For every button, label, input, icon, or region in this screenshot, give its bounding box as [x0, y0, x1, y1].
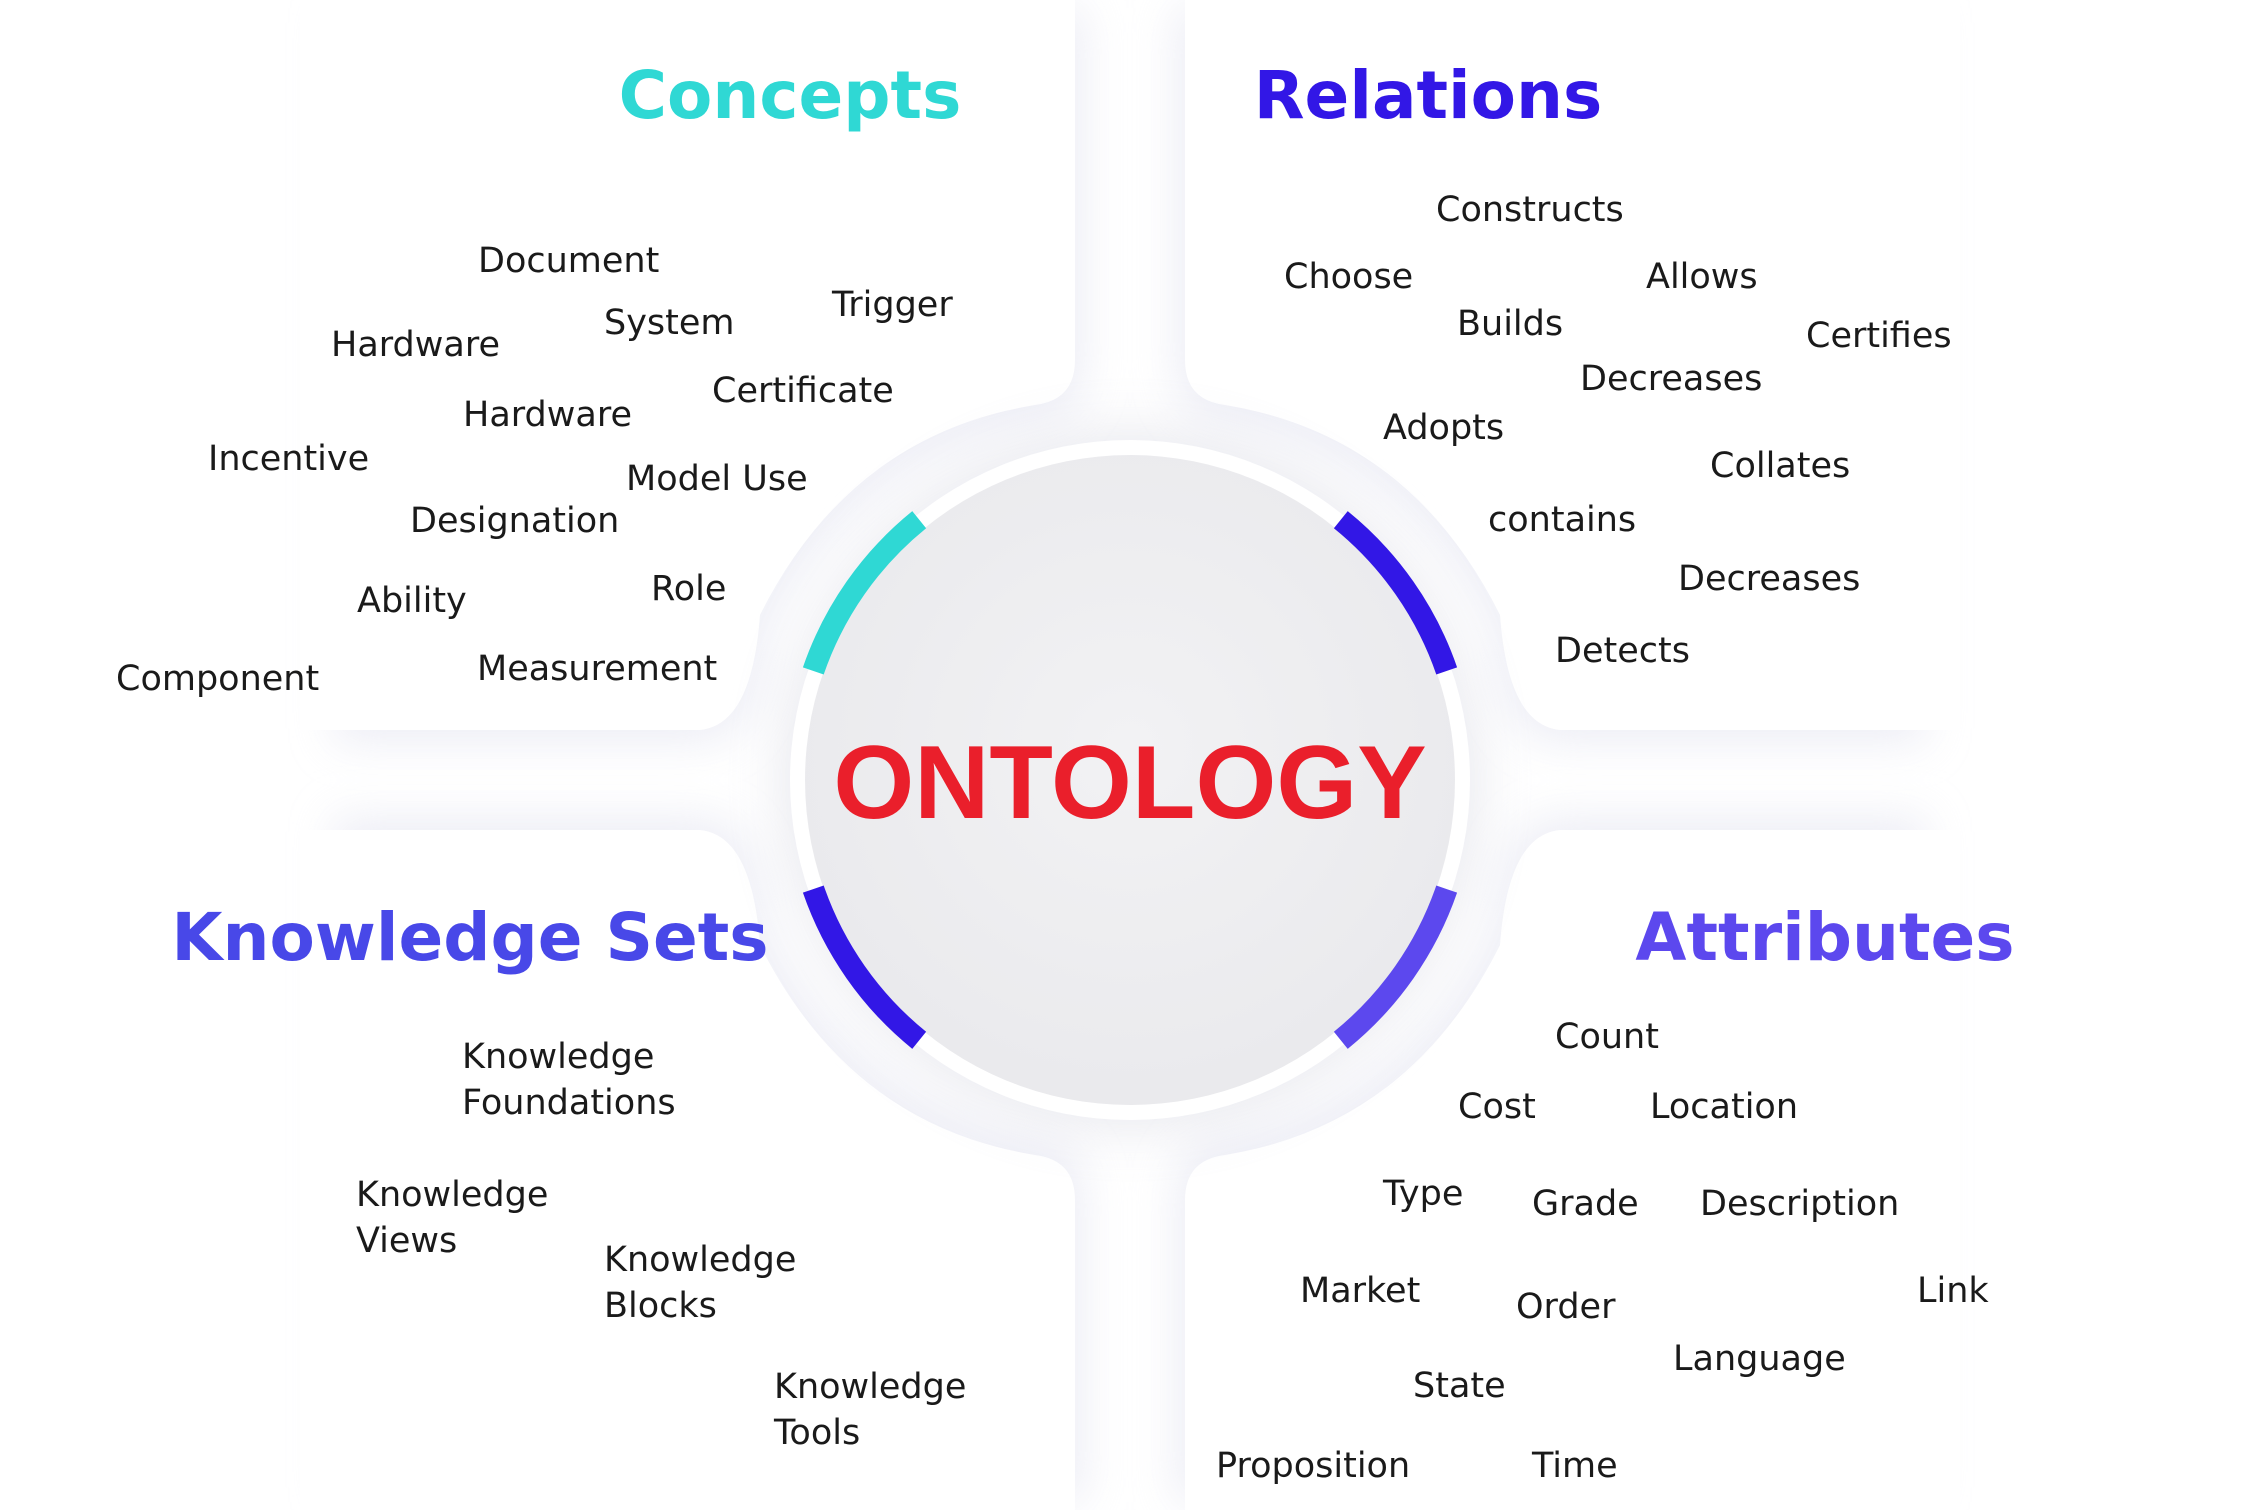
concepts-term: Role	[651, 569, 726, 609]
center-label: ONTOLOGY	[833, 725, 1426, 841]
concepts-term: Hardware	[331, 325, 500, 365]
attributes-panel	[1185, 830, 1960, 1510]
attributes-term: State	[1413, 1366, 1506, 1406]
relations-term: Collates	[1710, 446, 1850, 486]
concepts-term: Model Use	[626, 459, 808, 499]
relations-term: Adopts	[1383, 408, 1504, 448]
relations-term: Allows	[1646, 257, 1758, 297]
concepts-term: Certificate	[712, 371, 894, 411]
relations-term: Certifies	[1806, 316, 1952, 356]
knowledge-sets-arc	[802, 885, 927, 1049]
attributes-term: Time	[1531, 1446, 1618, 1486]
concepts-term: Trigger	[831, 285, 953, 325]
attributes-term: Cost	[1458, 1087, 1536, 1127]
attributes-term: Language	[1673, 1339, 1846, 1379]
quadrant-panel-faces	[300, 0, 1960, 1510]
knowledge-sets-terms: Knowledge Foundations Knowledge Views Knowle…	[356, 1037, 966, 1453]
concepts-term: Ability	[357, 581, 467, 621]
attributes-term: Proposition	[1216, 1446, 1410, 1486]
attributes-term: Count	[1555, 1017, 1659, 1057]
relations-term: Constructs	[1436, 190, 1624, 230]
attributes-term: Location	[1650, 1087, 1798, 1127]
relations-term: contains	[1488, 500, 1636, 540]
concepts-term: Document	[478, 241, 659, 281]
knowledge-sets-panel	[300, 830, 1075, 1510]
concepts-term: Hardware	[463, 395, 632, 435]
center-disc	[805, 455, 1455, 1105]
relations-arc	[1333, 511, 1458, 675]
concepts-term: Measurement	[477, 649, 717, 689]
concepts-arc	[802, 511, 927, 675]
attributes-term: Description	[1700, 1184, 1899, 1224]
relations-terms: Constructs Choose Allows Builds Certifies Dec…	[1284, 190, 1952, 671]
concepts-term: System	[604, 303, 735, 343]
arc-segments	[802, 511, 1458, 1049]
knowledge-sets-term: Knowledge Tools	[773, 1367, 966, 1453]
knowledge-sets-term: Knowledge Foundations	[462, 1037, 676, 1123]
attributes-terms: Count Cost Location Type Grade Description Mar…	[1216, 1017, 1989, 1486]
attributes-term: Market	[1300, 1271, 1420, 1311]
relations-title: Relations	[1254, 57, 1603, 134]
knowledge-sets-term: Knowledge Views	[356, 1175, 548, 1261]
attributes-term: Link	[1917, 1271, 1989, 1311]
attributes-term: Grade	[1532, 1184, 1639, 1224]
relations-term: Choose	[1284, 257, 1413, 297]
concepts-panel	[300, 0, 1075, 730]
relations-panel	[1185, 0, 1960, 730]
relations-term: Detects	[1555, 631, 1690, 671]
concepts-terms: Document Trigger System Hardware Certificate…	[116, 241, 953, 699]
attributes-title: Attributes	[1635, 899, 2014, 976]
concepts-term: Incentive	[208, 439, 369, 479]
knowledge-sets-term: Knowledge Blocks	[604, 1240, 796, 1326]
concepts-term: Designation	[410, 501, 619, 541]
concepts-term: Component	[116, 659, 319, 699]
relations-term: Builds	[1457, 304, 1563, 344]
concepts-title: Concepts	[619, 57, 962, 134]
relations-term: Decreases	[1580, 359, 1762, 399]
attributes-arc	[1333, 885, 1458, 1049]
attributes-term: Type	[1382, 1174, 1463, 1214]
knowledge-sets-title: Knowledge Sets	[171, 899, 768, 976]
attributes-term: Order	[1516, 1287, 1616, 1327]
relations-term: Decreases	[1678, 559, 1860, 599]
